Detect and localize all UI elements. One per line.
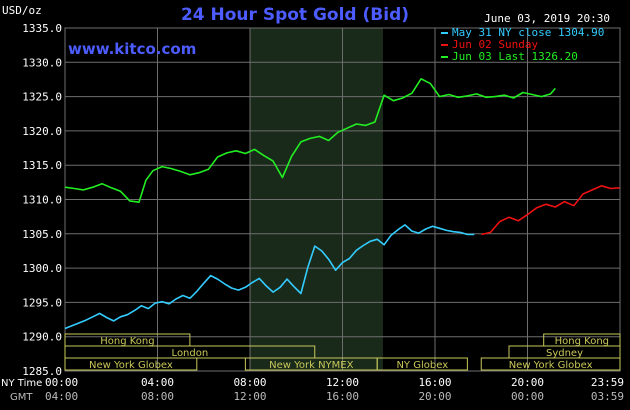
site-url: www.kitco.com: [68, 40, 196, 58]
market-label: NY Globex: [396, 360, 448, 371]
gmt-tick-label: 04:00: [45, 390, 78, 403]
gmt-tick-label: 00:00: [511, 390, 544, 403]
y-axis-unit-label: USD/oz: [2, 4, 42, 17]
time-axis: NY TimeGMT00:0004:0004:0008:0008:0012:00…: [1, 376, 624, 403]
market-label: Sydney: [546, 348, 583, 359]
chart-date: June 03, 2019 20:30: [484, 12, 610, 25]
series-line-green: [64, 78, 556, 203]
gmt-tick-label: 12:00: [233, 390, 266, 403]
gmt-tick-label: 08:00: [141, 390, 174, 403]
ny-tick-label: 12:00: [326, 376, 359, 389]
y-tick-label: 1285.0: [22, 365, 62, 378]
y-tick-label: 1305.0: [22, 228, 62, 241]
chart-title: 24 Hour Spot Gold (Bid): [181, 5, 409, 25]
ny-tick-label: 20:00: [511, 376, 544, 389]
y-tick-label: 1325.0: [22, 91, 62, 104]
market-label: Hong Kong: [100, 336, 154, 347]
ny-tick-label: 23:59: [591, 376, 624, 389]
y-tick-label: 1295.0: [22, 296, 62, 309]
market-label: New York Globex: [89, 360, 173, 371]
y-tick-label: 1300.0: [22, 262, 62, 275]
ny-tick-label: 00:00: [45, 376, 78, 389]
y-tick-label: 1290.0: [22, 331, 62, 344]
series-line-cyan: [64, 224, 475, 330]
market-label: New York NYMEX: [269, 360, 354, 371]
market-label: London: [172, 348, 209, 359]
gmt-tick-label: 16:00: [326, 390, 359, 403]
legend-entry: May 31 NY close 1304.90: [452, 26, 604, 39]
ny-time-label: NY Time: [1, 378, 42, 389]
legend-entry: Jun 03 Last 1326.20: [452, 50, 578, 63]
market-label: New York Globex: [509, 360, 593, 371]
gmt-tick-label: 20:00: [418, 390, 451, 403]
ny-tick-label: 16:00: [418, 376, 451, 389]
y-tick-label: 1320.0: [22, 125, 62, 138]
y-axis-ticks: 1285.0 1290.0 1295.0 1300.0 1305.0 1310.0 1315…: [22, 22, 62, 378]
gmt-label: GMT: [10, 392, 33, 403]
market-session-bars: Hong Kong London New York NYMEX New York Gl…: [64, 333, 621, 371]
y-tick-label: 1310.0: [22, 194, 62, 207]
market-bar: [64, 357, 198, 371]
ny-tick-label: 08:00: [233, 376, 266, 389]
y-tick-label: 1335.0: [22, 22, 62, 35]
market-bar: [376, 357, 468, 371]
market-label: Hong Kong: [555, 336, 609, 347]
legend-entry: Jun 02 Sunday: [452, 38, 538, 51]
y-tick-label: 1330.0: [22, 56, 62, 69]
ny-tick-label: 04:00: [141, 376, 174, 389]
market-bar: [480, 357, 621, 371]
series-line-red: [481, 185, 620, 236]
price-series: [64, 78, 620, 330]
gmt-tick-label: 03:59: [591, 390, 624, 403]
y-tick-label: 1315.0: [22, 159, 62, 172]
